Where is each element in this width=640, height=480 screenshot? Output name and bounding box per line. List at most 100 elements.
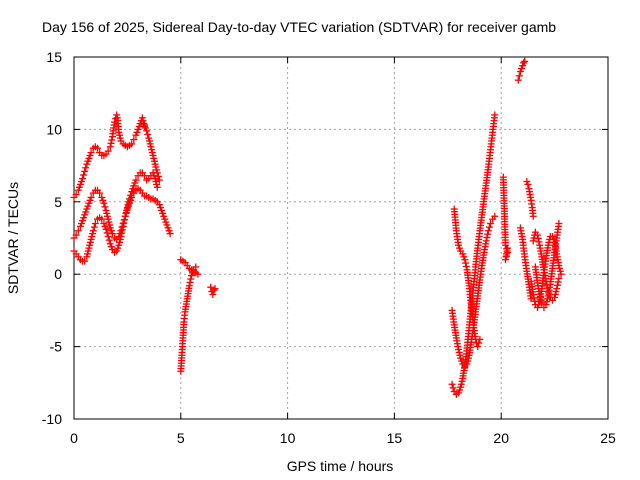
x-tick-label: 20 [493,430,509,446]
data-point-interp [90,223,98,231]
data-point [166,230,174,238]
data-point-interp [80,171,88,179]
data-point-interp [534,234,542,242]
data-point-interp [484,230,492,238]
data-point [448,380,456,388]
data-point-interp [462,259,470,267]
data-point [74,227,82,235]
data-point [87,193,95,201]
x-tick-label: 10 [280,430,296,446]
data-point-interp [530,294,538,302]
data-point [140,172,148,180]
data-point-interp [449,384,457,392]
data-point [143,127,151,135]
data-point [72,191,80,199]
data-point [106,143,114,151]
data-point [87,149,95,157]
data-point [91,220,99,228]
data-point [111,118,119,126]
data-point [100,199,108,207]
data-point [553,285,561,293]
data-point [491,212,499,220]
data-point [194,270,202,278]
data-point [128,140,136,148]
grid-lines [74,57,608,419]
data-point [555,275,563,283]
data-point [155,176,163,184]
x-tick-label: 15 [387,430,403,446]
data-point [185,282,193,290]
data-point-interp [118,226,126,234]
data-point-interp [101,203,109,211]
data-point [132,176,140,184]
data-point-interp [553,281,561,289]
data-point-interp [118,229,126,237]
data-point-interp [154,172,162,180]
data-point [514,76,522,84]
data-point [119,222,127,230]
data-point [210,286,218,294]
data-point [104,147,112,155]
y-tick-label: 15 [46,49,62,65]
data-point [461,256,469,264]
axis-ticks [73,56,609,420]
data-point-interp [107,139,115,147]
data-point [72,231,80,239]
y-axis-label: SDTVAR / TECUs [5,182,21,294]
y-tick-label: -5 [50,339,63,355]
data-point [482,237,490,245]
data-point-interp [554,278,562,286]
y-tick-label: -10 [42,411,62,427]
data-point [192,263,200,271]
data-point-interp [108,136,116,144]
data-point-interp [187,275,195,283]
x-tick-label: 5 [177,430,185,446]
data-point [93,144,101,152]
x-tick-label: 25 [600,430,616,446]
data-point [520,59,528,67]
data-point [534,231,542,239]
x-axis-tick-labels: 0 5 10 15 20 25 [70,430,616,446]
data-point-interp [82,164,90,172]
x-axis-label: GPS time / hours [287,458,394,474]
data-point [209,290,217,298]
data-point [89,227,97,235]
data-point [98,215,106,223]
data-point [104,233,112,241]
y-tick-label: 5 [54,194,62,210]
data-points [70,57,565,398]
data-point-interp [535,238,543,246]
data-point-interp [105,236,113,244]
data-point [126,195,134,203]
data-point-interp [103,229,111,237]
data-point [117,233,125,241]
y-axis-tick-labels: -10 -5 0 5 10 15 [42,49,62,427]
chart-title: Day 156 of 2025, Sidereal Day-to-day VTE… [42,19,556,35]
data-point-interp [483,234,491,242]
data-point [504,244,512,252]
data-point [521,57,529,65]
data-point-interp [121,216,129,224]
data-point [474,343,482,351]
data-point [476,335,484,343]
data-point [96,189,104,197]
data-point [130,136,138,144]
data-point [108,230,116,238]
data-point-interp [144,130,152,138]
data-point-interp [120,219,128,227]
y-tick-label: 10 [46,121,62,137]
data-point [81,257,89,265]
data-point [529,212,537,220]
data-point [491,111,499,119]
data-point-interp [127,191,135,199]
data-point [487,220,495,228]
data-point-interp [186,278,194,286]
data-point-interp [485,223,493,231]
data-point [211,285,219,293]
data-point-interp [475,339,483,347]
data-point-interp [462,262,470,270]
data-point [557,270,565,278]
data-point [484,227,492,235]
